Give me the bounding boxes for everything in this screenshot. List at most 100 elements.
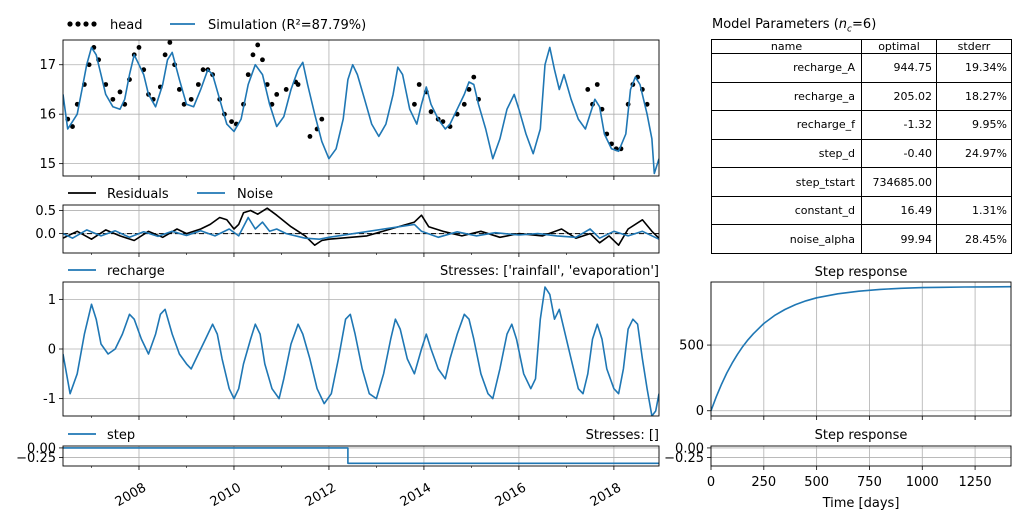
- data-point: [117, 89, 123, 95]
- y-tick-label: 15: [39, 157, 56, 172]
- data-point: [167, 40, 173, 45]
- header-stderr: stderr: [936, 39, 1012, 54]
- table-row: step_tstart 734685.00: [711, 167, 1012, 197]
- x-tick-label: 2016: [493, 480, 529, 510]
- data-point: [250, 52, 256, 58]
- step-response-title-top: Step response: [815, 265, 908, 280]
- y-tick-label: 0: [48, 343, 56, 358]
- series-line: [63, 216, 659, 240]
- param-optimal: 16.49: [861, 195, 937, 226]
- param-stderr: 18.27%: [936, 81, 1012, 112]
- param-name: recharge_a: [711, 81, 862, 112]
- parameter-table: name optimal stderr recharge_A 944.75 19.3…: [711, 39, 1012, 254]
- param-stderr: [936, 167, 1012, 197]
- header-name: name: [711, 39, 862, 54]
- param-name: recharge_A: [711, 53, 862, 83]
- y-tick-label: −0.25: [664, 451, 704, 466]
- param-optimal: -1.32: [861, 110, 937, 140]
- legend-recharge: recharge Stresses: ['rainfall', 'evapora…: [68, 264, 659, 279]
- header-optimal: optimal: [861, 39, 937, 54]
- series-recharge: [63, 286, 659, 416]
- y-tick-label: 0.00: [27, 441, 56, 456]
- series-line: [63, 207, 659, 246]
- series-line: [63, 46, 659, 175]
- axes-frame: [710, 445, 1012, 467]
- data-point: [188, 96, 194, 102]
- data-point: [295, 82, 301, 87]
- legend-head-marker: [91, 21, 97, 27]
- data-point: [260, 57, 265, 63]
- x-tick-label: 1000: [906, 475, 939, 490]
- series-recharge-step: [711, 285, 1011, 411]
- y-tick-label: 500: [679, 339, 704, 354]
- param-optimal: 99.94: [861, 224, 937, 254]
- data-point: [471, 74, 477, 80]
- data-point: [428, 109, 434, 115]
- data-point: [307, 134, 313, 139]
- data-point: [229, 119, 234, 124]
- param-stderr: 1.31%: [936, 195, 1012, 226]
- data-point: [412, 101, 417, 107]
- param-stderr: 19.34%: [936, 53, 1012, 83]
- legend-head-label: head: [110, 18, 142, 33]
- series-residuals: [63, 207, 659, 246]
- legend-step-label: step: [107, 428, 135, 443]
- data-point: [136, 45, 142, 50]
- axes-frame: [710, 281, 1012, 417]
- legend-noise-label: Noise: [237, 187, 273, 202]
- param-name: constant_d: [711, 195, 862, 226]
- axes-head_simulation: 15 16 17: [39, 39, 660, 180]
- axes-recharge: -1 0 1: [43, 281, 660, 420]
- x-tick-label: 250: [751, 475, 776, 490]
- y-tick-label: 0.00: [675, 441, 704, 456]
- param-stderr: 28.45%: [936, 224, 1012, 254]
- y-tick-label: 0.0: [35, 227, 56, 242]
- y-tick-label: 17: [39, 58, 56, 73]
- step-stresses-label: Stresses: []: [586, 428, 659, 443]
- table-row: recharge_f -1.32 9.95%: [711, 110, 1012, 140]
- legend-simulation-label: Simulation (R²=87.79%): [208, 18, 366, 33]
- parameter-table-header: name optimal stderr: [711, 39, 1012, 54]
- data-point: [195, 82, 201, 87]
- series-noise: [63, 216, 659, 240]
- parameter-table-title: Model Parameters (nc=6): [712, 17, 877, 35]
- x-axis-label-time: Time [days]: [822, 496, 900, 511]
- series-line: [63, 447, 659, 465]
- data-point: [176, 87, 182, 92]
- param-optimal: 944.75: [861, 53, 937, 83]
- param-stderr: 9.95%: [936, 110, 1012, 140]
- x-tick-label: 2014: [398, 480, 434, 510]
- data-point: [283, 87, 289, 92]
- axes-frame: [62, 281, 660, 417]
- data-point: [70, 124, 75, 129]
- legend-residuals-label: Residuals: [107, 187, 169, 202]
- data-point: [461, 101, 467, 107]
- legend-step: step Stresses: []: [68, 428, 659, 443]
- data-point: [255, 42, 261, 48]
- parameter-table-title-text: Model Parameters: [712, 17, 830, 32]
- series-head: [65, 40, 650, 152]
- data-point: [594, 82, 600, 87]
- param-optimal: 205.02: [861, 81, 937, 112]
- data-point: [264, 82, 270, 87]
- legend-head-marker: [75, 21, 81, 27]
- param-stderr: 24.97%: [936, 138, 1012, 169]
- table-row: noise_alpha 99.94 28.45%: [711, 224, 1012, 254]
- x-tick-label: 1250: [959, 475, 992, 490]
- param-optimal: 734685.00: [861, 167, 937, 197]
- y-tick-label: 16: [39, 108, 56, 123]
- data-point: [585, 87, 591, 92]
- data-point: [86, 62, 92, 68]
- legend-head-marker: [67, 21, 73, 27]
- data-point: [319, 116, 325, 122]
- data-point: [162, 52, 168, 58]
- table-row: recharge_a 205.02 18.27%: [711, 81, 1012, 112]
- data-point: [110, 96, 116, 102]
- table-row: recharge_A 944.75 19.34%: [711, 53, 1012, 83]
- legend-main: head Simulation (R²=87.79%): [67, 18, 366, 33]
- param-name: noise_alpha: [711, 224, 862, 254]
- x-tick-label: 2018: [588, 480, 624, 510]
- y-tick-label: 0: [696, 404, 704, 419]
- table-row: constant_d 16.49 1.31%: [711, 195, 1012, 226]
